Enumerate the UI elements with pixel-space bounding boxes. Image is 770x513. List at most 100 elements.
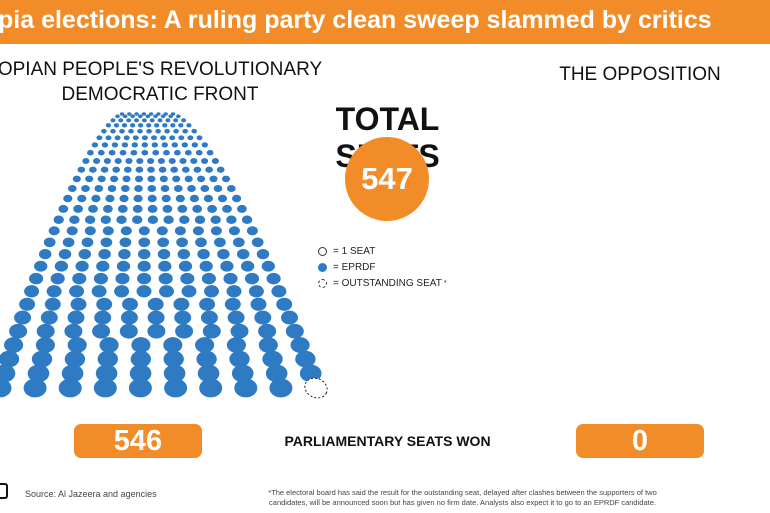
footnote-line2: candidates, will be announced soon but h… [269,498,656,507]
eprdf-seat-dot [194,215,206,224]
eprdf-seat-dot [50,272,65,285]
eprdf-seat-dot [230,323,249,339]
eprdf-seat-dot [126,118,132,123]
eprdf-seat-dot [125,158,133,164]
eprdf-seat-dot [192,226,204,236]
eprdf-seat-dot [173,118,179,123]
eprdf-seat-dot [136,158,144,164]
eprdf-seat-dot [133,194,143,203]
eprdf-seat-dot [147,323,166,339]
eprdf-seat-dot [48,226,60,236]
eprdf-seat-dot [228,226,240,236]
eprdf-seat-dot [175,323,194,339]
eprdf-seat-dot [93,378,117,398]
eprdf-seat-dot [100,237,113,248]
footnote: *The electoral board has said the result… [215,488,710,508]
eprdf-seat-dot [226,184,236,193]
footnote-line1: *The electoral board has said the result… [268,488,657,497]
eprdf-seat-dot [174,149,181,156]
eprdf-seat-dot [200,310,218,325]
eprdf-seat-dot [100,215,111,224]
eprdf-seat-dot [248,285,264,298]
eprdf-seat-dot [44,297,61,311]
eprdf-seat-dot [141,135,148,141]
outstanding-seat-icon [318,278,327,288]
eprdf-seat-dot [0,378,12,398]
eprdf-seat-dot [27,364,50,383]
eprdf-seat-dot [197,248,210,260]
eprdf-seat-dot [236,248,250,260]
eprdf-seat-dot [181,118,187,123]
eprdf-seat-dot [157,118,163,123]
eprdf-seat-dot [105,123,112,128]
page-title: pia elections: A ruling party clean swee… [0,6,712,34]
eprdf-seat-dot [180,272,195,285]
eprdf-seat-dot [29,272,44,285]
eprdf-seat-dot [19,297,36,311]
eprdf-seat-dot [61,364,84,383]
eprdf-seat-dot [58,378,82,398]
eprdf-seat-dot [64,323,83,339]
eprdf-seat-dot [81,184,90,193]
total-seats-badge: 547 [345,137,429,221]
eprdf-seat-dot [193,166,202,173]
eprdf-seat-dot [148,112,154,116]
eprdf-seat-dot [137,272,152,285]
eprdf-seat-dot [173,128,179,134]
eprdf-seat-dot [129,123,136,128]
eprdf-seat-dot [232,237,245,248]
eprdf-seat-dot [102,226,114,236]
eprdf-seat-dot [237,204,247,213]
eprdf-seat-dot [132,135,139,141]
eprdf-seat-dot [118,118,124,123]
eprdf-seat-dot [132,215,143,224]
eprdf-seat-dot [119,194,129,203]
eprdf-seat-dot [205,166,213,173]
source-credit: Source: Al Jazeera and agencies [25,489,157,499]
eprdf-seat-dot [224,297,241,311]
eprdf-seat-dot [95,364,118,383]
eprdf-seat-dot [168,158,176,164]
eprdf-seat-dot [34,260,48,272]
ruling-party-line2: DEMOCRATIC FRONT [61,84,259,105]
eprdf-seat-dot [201,272,216,285]
eprdf-seat-dot [69,285,85,298]
eprdf-seat-dot [207,204,217,213]
eprdf-seat-dot [234,378,258,398]
eprdf-seat-dot [134,112,139,116]
eprdf-seat-dot [182,128,189,134]
eprdf-seat-dot [158,260,172,272]
eprdf-seat-dot [53,215,64,224]
eprdf-seat-dot [119,237,132,248]
al-jazeera-logo-icon [0,483,8,499]
eprdf-seat-dot [103,158,111,164]
eprdf-seat-dot [250,297,267,311]
eprdf-seat-dot [70,297,87,311]
eprdf-seat-dot [101,128,107,134]
eprdf-seat-dot [158,166,167,173]
eprdf-seat-dot [184,149,192,156]
eprdf-seat-dot [216,166,225,173]
eprdf-seat-dot [108,149,116,156]
eprdf-seat-dot [134,184,143,193]
eprdf-seat-dot [240,260,255,272]
eprdf-seat-dot [254,310,272,325]
eprdf-seat-dot [163,337,183,353]
opposition-seats-won: 0 [576,424,704,458]
eprdf-seat-dot [67,184,77,193]
eprdf-seat-dot [290,337,310,353]
eprdf-seat-dot [114,158,122,164]
eprdf-seat-dot [91,194,101,203]
eprdf-seat-dot [266,272,281,285]
eprdf-seat-dot [96,135,103,141]
eprdf-seat-dot [197,364,220,383]
eprdf-seat-dot [94,184,104,193]
eprdf-seat-dot [152,149,160,156]
eprdf-seat-dot [123,135,130,141]
eprdf-seat-dot [178,135,185,141]
eprdf-seat-dot [160,114,166,119]
eprdf-seat-dot [77,166,86,173]
eprdf-seat-dot [110,118,116,123]
eprdf-seat-dot [157,248,171,260]
eprdf-seat-dot [63,194,73,203]
